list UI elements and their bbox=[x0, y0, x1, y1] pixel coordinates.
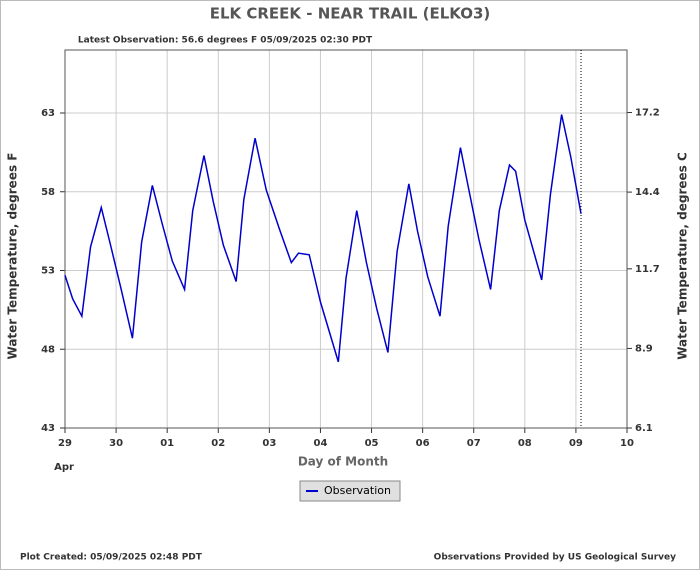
subtitle: Latest Observation: 56.6 degrees F 05/09… bbox=[78, 36, 373, 46]
x-sublabel: Apr bbox=[54, 462, 74, 473]
x-tick-label: 30 bbox=[109, 438, 123, 449]
y2-tick-label: 11.7 bbox=[635, 264, 660, 275]
footer-right: Observations Provided by US Geological S… bbox=[434, 553, 676, 563]
x-tick-label: 01 bbox=[160, 438, 174, 449]
plot-border bbox=[64, 49, 628, 429]
x-tick-label: 10 bbox=[620, 438, 634, 449]
y-tick-label: 48 bbox=[41, 344, 55, 355]
x-tick-label: 03 bbox=[262, 438, 276, 449]
y2-tick-label: 6.1 bbox=[635, 423, 653, 434]
x-tick-label: 07 bbox=[467, 438, 481, 449]
y2-tick-label: 17.2 bbox=[635, 108, 660, 119]
y-axis-title: Water Temperature, degrees F bbox=[6, 153, 20, 360]
y-tick-label: 63 bbox=[41, 108, 55, 119]
y-tick-label: 53 bbox=[41, 266, 55, 277]
y-tick-label: 43 bbox=[41, 423, 55, 434]
x-tick-label: 02 bbox=[211, 438, 225, 449]
x-tick-label: 08 bbox=[518, 438, 532, 449]
x-tick-label: 09 bbox=[569, 438, 583, 449]
legend-label: Observation bbox=[324, 484, 391, 497]
x-tick-label: 04 bbox=[313, 438, 327, 449]
x-tick-label: 29 bbox=[58, 438, 72, 449]
y-tick-label: 58 bbox=[41, 187, 55, 198]
y2-tick-label: 14.4 bbox=[635, 187, 660, 198]
x-tick-label: 06 bbox=[416, 438, 430, 449]
chart-title: ELK CREEK - NEAR TRAIL (ELKO3) bbox=[210, 5, 491, 23]
plot-area bbox=[65, 50, 627, 428]
legend bbox=[299, 480, 401, 502]
footer-left: Plot Created: 05/09/2025 02:48 PDT bbox=[20, 553, 203, 563]
series-line bbox=[64, 114, 582, 363]
x-axis-title: Day of Month bbox=[298, 455, 388, 469]
y2-tick-label: 8.9 bbox=[635, 343, 653, 354]
x-tick-label: 05 bbox=[365, 438, 379, 449]
y2-axis-title: Water Temperature, degrees C bbox=[676, 152, 690, 360]
